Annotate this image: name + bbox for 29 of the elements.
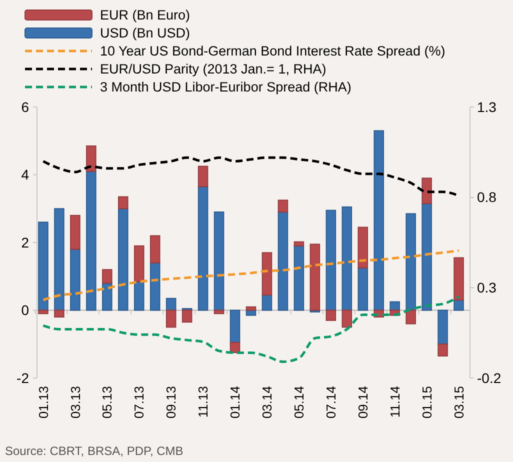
y2-tick-label: 1.3 bbox=[477, 98, 497, 115]
x-tick-label: 03.13 bbox=[68, 386, 83, 419]
x-tick-label: 09.13 bbox=[164, 386, 179, 419]
x-tick-label: 01.13 bbox=[36, 386, 51, 419]
y2-tick-label: 0.3 bbox=[477, 280, 497, 296]
y-tick-label: 4 bbox=[21, 166, 30, 183]
legend-label: EUR (Bn Euro) bbox=[100, 8, 190, 23]
x-tick-label: 11.13 bbox=[196, 386, 211, 418]
x-tick-label: 01.15 bbox=[419, 386, 434, 419]
y2-tick-label: 0.8 bbox=[477, 189, 497, 206]
x-tick-label: 07.13 bbox=[132, 386, 147, 419]
x-tick-label: 05.13 bbox=[100, 386, 115, 419]
y-tick-label: 6 bbox=[21, 98, 30, 115]
y-tick-label: -2 bbox=[16, 370, 30, 386]
x-tick-label: 07.14 bbox=[323, 386, 338, 419]
y-tick-label: 0 bbox=[21, 302, 30, 318]
source-note: Source: CBRT, BRSA, PDP, CMB bbox=[5, 444, 184, 458]
y2-tick-label: -0.2 bbox=[477, 370, 502, 386]
y-tick-label: 2 bbox=[21, 234, 30, 250]
legend-label: USD (Bn USD) bbox=[100, 26, 190, 41]
legend-label: 3 Month USD Libor-Euribor Spread (RHA) bbox=[100, 80, 352, 95]
x-tick-label: 11.14 bbox=[387, 386, 402, 418]
x-tick-label: 01.14 bbox=[228, 386, 243, 419]
legend-label: 10 Year US Bond-German Bond Interest Rate Spread (%) bbox=[100, 44, 446, 59]
x-tick-label: 03.15 bbox=[451, 386, 466, 419]
legend-label: EUR/USD Parity (2013 Jan.= 1, RHA) bbox=[100, 62, 326, 77]
x-tick-label: 05.14 bbox=[291, 386, 306, 419]
x-tick-label: 09.14 bbox=[355, 386, 370, 419]
x-tick-label: 03.14 bbox=[260, 386, 275, 419]
